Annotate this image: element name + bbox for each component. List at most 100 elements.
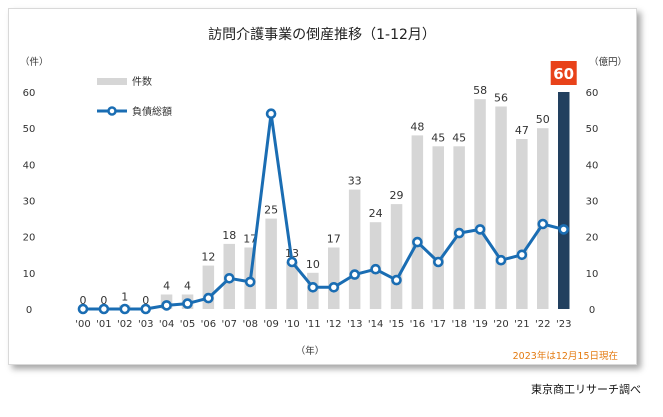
- debt-point-1: [98, 303, 110, 315]
- bar-21: [516, 139, 528, 309]
- right-tick-label: 30: [586, 197, 599, 208]
- highlight-value-label: 60: [553, 65, 574, 83]
- left-tick-label: 30: [23, 197, 36, 208]
- bar-17: [432, 146, 444, 310]
- x-tick-label: '17: [431, 319, 446, 330]
- highlight-value-badge: [550, 61, 577, 85]
- x-tick-label: '18: [451, 319, 466, 330]
- left-tick-label: 0: [26, 305, 32, 316]
- bar-value-label: 50: [536, 113, 550, 126]
- x-tick-label: '14: [368, 319, 383, 330]
- legend-bar-swatch: [97, 78, 127, 85]
- bar-value-label: 18: [222, 229, 236, 242]
- x-tick-label: '11: [305, 319, 320, 330]
- x-tick-label: '02: [117, 319, 132, 330]
- bar-value-label: 4: [163, 280, 170, 293]
- bar-value-label: 24: [369, 207, 383, 220]
- bar-value-label: 25: [264, 204, 278, 217]
- bar-value-label: 58: [473, 84, 487, 97]
- x-tick-label: '21: [514, 319, 529, 330]
- x-axis-label: （年）: [296, 345, 325, 357]
- debt-point-3: [140, 303, 151, 315]
- debt-point-12: [328, 281, 340, 293]
- right-tick-label: 20: [586, 233, 599, 244]
- right-tick-label: 40: [586, 160, 599, 171]
- bar-value-label: 47: [515, 124, 529, 137]
- x-tick-label: '05: [180, 319, 195, 330]
- bar-22: [537, 128, 549, 309]
- left-tick-label: 60: [23, 88, 36, 99]
- left-tick-label: 40: [23, 160, 36, 171]
- left-tick-label: 10: [23, 269, 36, 280]
- x-tick-label: '03: [138, 319, 153, 330]
- debt-point-17: [432, 256, 444, 268]
- right-axis-unit: （億円）: [589, 56, 627, 68]
- bar-value-label: 29: [390, 189, 404, 202]
- debt-point-14: [370, 263, 381, 275]
- debt-point-13: [349, 269, 361, 280]
- x-tick-label: '09: [263, 319, 278, 330]
- x-tick-label: '23: [556, 319, 571, 330]
- right-tick-label: 10: [586, 269, 599, 280]
- bar-value-label: 4: [184, 280, 191, 293]
- debt-point-15: [391, 274, 402, 286]
- debt-point-22: [537, 218, 549, 230]
- bar-value-label: 0: [142, 294, 149, 307]
- legend-line-label: 負債総額: [132, 105, 172, 118]
- bar-value-label: 0: [80, 294, 87, 307]
- left-tick-label: 50: [23, 124, 36, 135]
- debt-point-16: [412, 236, 423, 248]
- x-tick-label: '04: [159, 319, 174, 330]
- legend-line-marker: [107, 106, 117, 116]
- x-tick-label: '00: [75, 319, 90, 330]
- bar-19: [474, 99, 486, 309]
- debt-point-0: [77, 303, 89, 315]
- bar-6: [202, 265, 215, 309]
- bar-15: [390, 204, 403, 309]
- bar-value-label: 17: [327, 233, 341, 246]
- x-tick-label: '06: [201, 319, 216, 330]
- left-tick-label: 20: [23, 233, 36, 244]
- debt-point-11: [307, 281, 319, 293]
- bar-12: [328, 247, 340, 309]
- debt-point-9: [265, 108, 277, 119]
- chart-note: 2023年は12月15日現在: [513, 350, 618, 362]
- debt-point-8: [244, 276, 256, 288]
- x-tick-label: '07: [222, 319, 237, 330]
- bar-value-label: 12: [201, 251, 215, 264]
- x-tick-label: '13: [347, 319, 362, 330]
- x-tick-label: '10: [284, 319, 299, 330]
- debt-point-2: [119, 303, 131, 315]
- bar-value-label: 56: [494, 92, 508, 105]
- bar-16: [411, 135, 424, 309]
- x-tick-label: '16: [410, 319, 425, 330]
- bar-20: [495, 106, 507, 309]
- right-tick-label: 60: [586, 88, 599, 99]
- debt-point-19: [474, 224, 486, 235]
- x-tick-label: '15: [389, 319, 404, 330]
- x-tick-label: '19: [472, 319, 487, 330]
- bar-9: [265, 218, 277, 309]
- bar-value-label: 1: [121, 290, 128, 303]
- x-tick-label: '08: [242, 319, 257, 330]
- bar-23: [558, 92, 570, 309]
- debt-point-21: [516, 249, 528, 261]
- debt-point-20: [495, 254, 507, 266]
- bar-10: [286, 262, 298, 309]
- right-tick-label: 0: [589, 305, 595, 316]
- bar-18: [453, 146, 465, 310]
- bar-value-label: 45: [452, 131, 466, 144]
- x-tick-label: '22: [535, 319, 550, 330]
- bar-value-label: 33: [348, 175, 362, 188]
- bar-value-label: 48: [410, 120, 424, 133]
- bar-value-label: 45: [431, 131, 445, 144]
- bar-value-label: 10: [306, 258, 320, 271]
- debt-point-6: [203, 292, 214, 304]
- x-tick-label: '20: [493, 319, 508, 330]
- source-credit: 東京商工リサーチ調べ: [531, 383, 641, 396]
- bar-value-label: 0: [100, 294, 107, 307]
- debt-point-5: [182, 298, 193, 309]
- debt-point-23: [558, 224, 570, 235]
